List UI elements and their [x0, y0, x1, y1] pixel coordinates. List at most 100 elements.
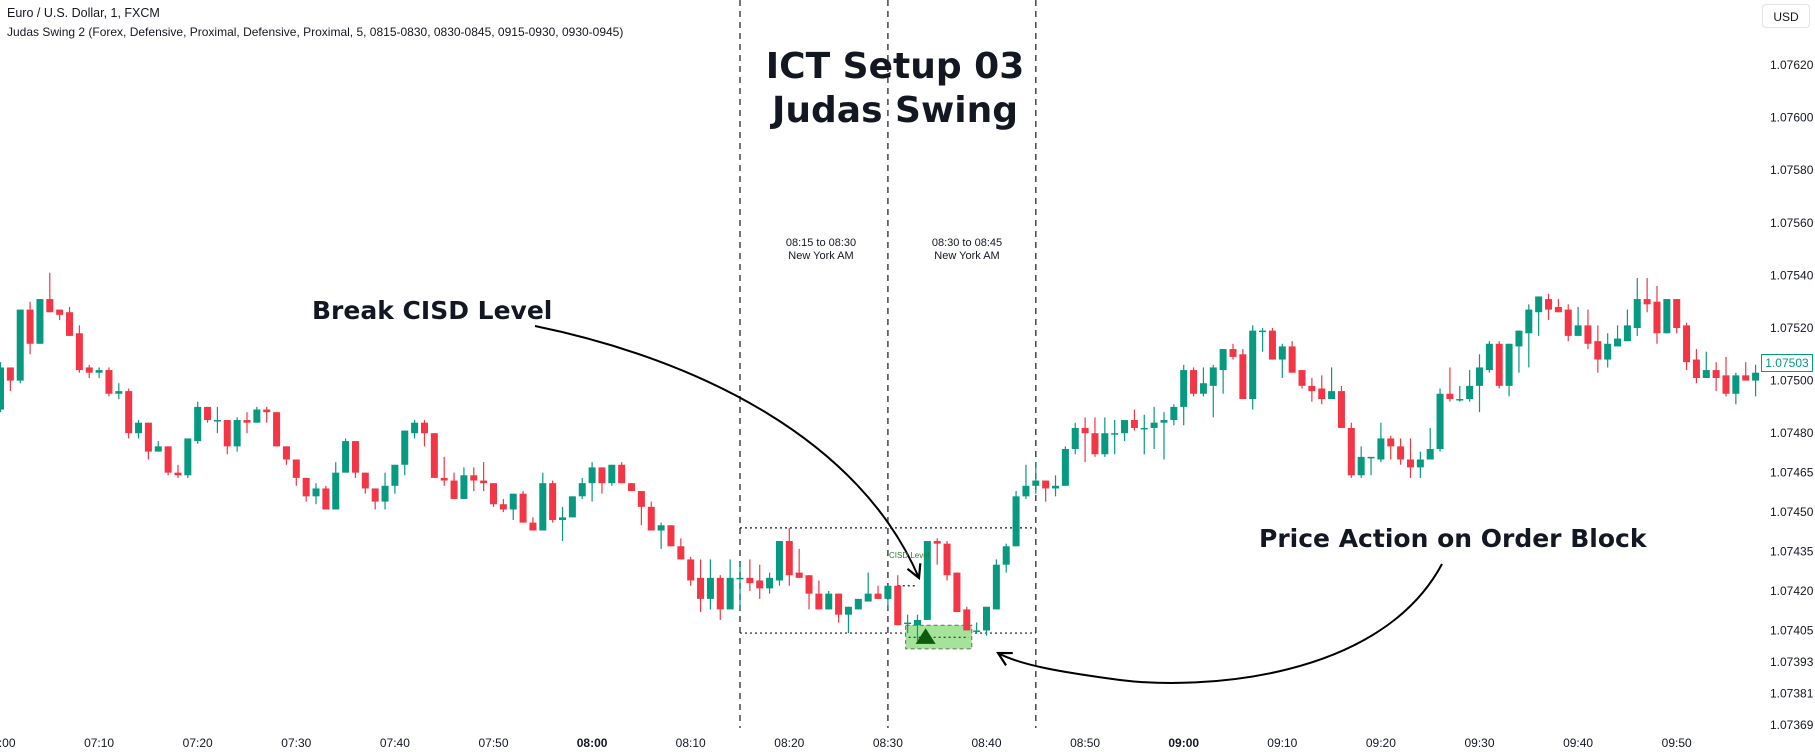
symbol-title[interactable]: Euro / U.S. Dollar, 1, FXCM	[7, 6, 160, 20]
candle	[223, 420, 231, 455]
candle-body	[1614, 338, 1622, 347]
candle	[1594, 325, 1602, 373]
time-tick-label: 09:40	[1563, 736, 1593, 750]
candle	[1466, 370, 1474, 402]
candle	[1328, 367, 1336, 400]
candle-body	[913, 619, 921, 626]
time-tick-label: 09:50	[1662, 736, 1692, 750]
candle-body	[282, 446, 290, 460]
candle	[204, 406, 212, 423]
candle-body	[1130, 420, 1138, 428]
candle	[1209, 364, 1217, 418]
candle	[568, 496, 576, 518]
candle-body	[253, 409, 261, 423]
candle-body	[312, 488, 320, 497]
candle	[736, 562, 744, 610]
order-block-arrow	[998, 563, 1443, 684]
candle-body	[1466, 385, 1474, 400]
candle	[1229, 343, 1237, 360]
candle-body	[1160, 420, 1168, 423]
candle-body	[835, 593, 843, 615]
candle-body	[647, 506, 655, 531]
price-axis[interactable]: 1.07620 1.07600 1.07580 1.07560 1.07540 1.075…	[1770, 58, 1814, 732]
candle	[411, 420, 419, 439]
candle-body	[1288, 346, 1296, 373]
candle	[766, 572, 774, 594]
candle	[233, 417, 241, 452]
candles	[0, 272, 1760, 641]
candle	[1347, 422, 1355, 478]
session-2-time: 08:30 to 08:45	[931, 237, 1003, 249]
candle	[983, 606, 990, 636]
candle	[1673, 299, 1681, 334]
candle	[687, 556, 695, 586]
candle	[1515, 330, 1523, 373]
candle	[578, 477, 586, 499]
candle	[1308, 377, 1316, 402]
candle	[805, 575, 813, 610]
candle	[756, 564, 764, 599]
candle-body	[933, 541, 941, 544]
candle-body	[1545, 299, 1553, 310]
candle	[923, 541, 931, 620]
candle-body	[391, 464, 399, 486]
candle	[1199, 367, 1207, 397]
candle	[1121, 420, 1129, 442]
candle	[1495, 341, 1503, 389]
candle	[1535, 296, 1543, 336]
time-axis[interactable]: 07:00 07:10 07:20 07:30 07:40 07:50 08:00 08:10…	[0, 736, 1692, 750]
candle-body	[411, 422, 419, 434]
candle-body	[154, 446, 162, 452]
candle	[194, 401, 202, 444]
candle-body	[1081, 427, 1089, 434]
candle	[1604, 333, 1612, 368]
candle	[1584, 309, 1592, 350]
candle	[125, 388, 133, 439]
candle-body	[953, 572, 961, 613]
candle-body	[657, 525, 665, 531]
candle	[1643, 278, 1651, 313]
candle-body	[1406, 459, 1414, 468]
candle-body	[825, 593, 833, 610]
session-1-label: 08:15 to 08:30 New York AM	[751, 237, 891, 263]
candle	[677, 538, 685, 560]
candle-body	[1604, 343, 1612, 360]
candle	[1663, 299, 1671, 334]
candle	[36, 299, 44, 344]
candle-body	[16, 309, 24, 381]
title-line-2: Judas Swing	[772, 90, 1018, 131]
candle	[844, 606, 852, 634]
candle-body	[1140, 427, 1148, 430]
candle	[1061, 446, 1069, 486]
candle	[835, 593, 843, 623]
indicator-legend[interactable]: Judas Swing 2 (Forex, Defensive, Proxima…	[7, 25, 624, 39]
candle	[1219, 349, 1227, 394]
candle-body	[854, 598, 862, 610]
candle	[1298, 370, 1306, 389]
currency-button[interactable]: USD	[1762, 4, 1810, 28]
candle	[1091, 417, 1099, 457]
candle-body	[184, 438, 192, 476]
candle-body	[1239, 354, 1247, 400]
candle	[1002, 543, 1010, 573]
price-tick-label: 1.07465	[1770, 466, 1814, 480]
candle-body	[815, 593, 823, 610]
candle-body	[361, 472, 369, 489]
candle-body	[0, 367, 4, 410]
candle-body	[56, 309, 64, 315]
candle-body	[1416, 459, 1424, 468]
candle-body	[894, 585, 902, 626]
candle	[1101, 417, 1109, 457]
candle	[1160, 412, 1168, 460]
candle	[1190, 367, 1198, 397]
candle-body	[697, 577, 705, 599]
candle-body	[1505, 343, 1513, 386]
candle	[6, 367, 14, 392]
candle-body	[1702, 370, 1710, 378]
candle-body	[1564, 309, 1572, 336]
candle-body	[85, 367, 93, 373]
candle-body	[460, 475, 468, 499]
candle	[0, 362, 4, 413]
candle	[351, 441, 359, 478]
